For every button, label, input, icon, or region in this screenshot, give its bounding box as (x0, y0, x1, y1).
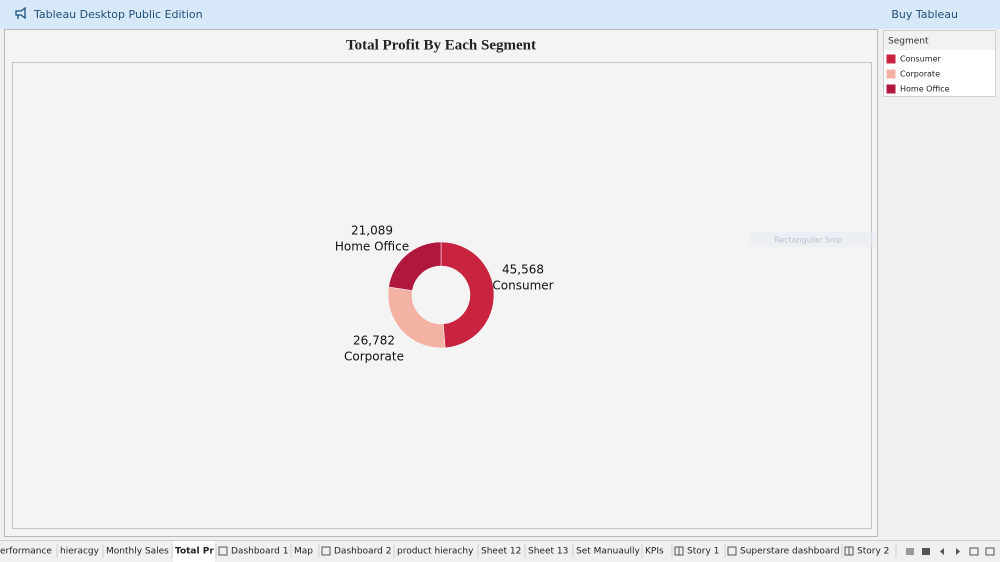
nav-btn[interactable] (969, 547, 979, 556)
legend-swatch (885, 68, 897, 80)
value-label: 26,782 (353, 334, 395, 348)
donut-slice (440, 241, 495, 349)
tab-bar (0, 540, 1000, 562)
tab[interactable]: Set Manuaully (576, 547, 641, 557)
tab-icon (321, 546, 331, 556)
tab-icon (218, 546, 228, 556)
tab[interactable]: Sheet 12 (481, 547, 521, 557)
tab[interactable]: Monthly Sales (106, 547, 169, 557)
nav-btn[interactable] (922, 548, 930, 555)
tab[interactable]: Story 2 (857, 547, 889, 557)
tab[interactable]: Story 1 (687, 547, 719, 557)
value-label: 45,568 (502, 263, 544, 277)
tab[interactable]: Map (294, 547, 313, 557)
nav-controls (906, 547, 995, 556)
category-label: Home Office (335, 240, 409, 254)
tab[interactable]: KPIs (645, 547, 664, 557)
chart-area (12, 62, 872, 529)
value-label: 21,089 (351, 224, 393, 238)
tab[interactable]: Sheet 13 (528, 547, 568, 557)
nav-btn[interactable] (985, 547, 995, 556)
tab[interactable]: Total Pr (175, 547, 214, 557)
chart-title: Total Profit By Each Segment (346, 37, 536, 53)
nav-btn[interactable] (956, 548, 960, 555)
tab[interactable]: hieracgy (60, 547, 100, 557)
legend-header (884, 31, 995, 50)
buy-link[interactable]: Buy Tableau (891, 8, 958, 21)
nav-btn[interactable] (940, 548, 944, 555)
tab[interactable]: erformance (0, 547, 52, 557)
category-label: Corporate (344, 350, 404, 364)
nav-btn[interactable] (906, 548, 914, 555)
snip-overlay (751, 232, 875, 247)
legend-label: Corporate (900, 70, 940, 79)
tab-active (173, 541, 215, 562)
category-label: Consumer (492, 279, 553, 293)
legend-label: Home Office (900, 85, 950, 94)
legend-title: Segment (888, 37, 929, 47)
legend-label: Consumer (900, 55, 942, 64)
app-title: Tableau Desktop Public Edition (33, 8, 203, 21)
legend-swatch (885, 53, 897, 65)
donut-slice (388, 241, 442, 291)
overlay-text: Rectangular Snip (774, 236, 842, 245)
tab-icon (674, 546, 684, 556)
legend-swatch (885, 83, 897, 95)
tab[interactable]: Superstare dashboard (740, 547, 840, 557)
tab-icon (727, 546, 737, 556)
tab-icon (844, 546, 854, 556)
tab[interactable]: Dashboard 1 (231, 547, 288, 557)
announce-icon (15, 6, 26, 20)
header-bar (0, 0, 1000, 29)
tab[interactable]: Dashboard 2 (334, 547, 391, 557)
tab[interactable]: product hierachy (397, 547, 474, 557)
